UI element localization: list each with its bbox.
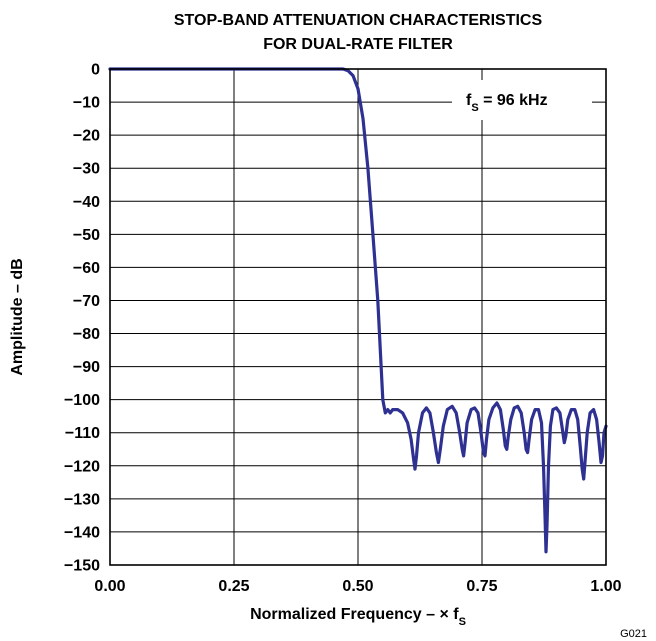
x-tick-label: 1.00 xyxy=(590,578,621,595)
svg-text:fS = 96 kHz: fS = 96 kHz xyxy=(466,92,548,114)
grid xyxy=(109,68,607,566)
y-tick-label: −120 xyxy=(64,458,100,475)
y-tick-label: −80 xyxy=(73,326,100,343)
figure-id: G021 xyxy=(620,628,647,640)
y-tick-label: 0 xyxy=(91,62,100,79)
annotation-value: = 96 kHz xyxy=(479,92,548,109)
y-tick-label: −140 xyxy=(64,524,100,541)
x-tick-labels: 0.00 0.25 0.50 0.75 1.00 xyxy=(94,578,621,595)
y-tick-label: −40 xyxy=(73,194,100,211)
y-tick-label: −60 xyxy=(73,260,100,277)
x-tick-label: 0.00 xyxy=(94,578,125,595)
y-tick-label: −50 xyxy=(73,227,100,244)
series-line xyxy=(108,67,608,554)
y-tick-labels: 0 −10 −20 −30 −40 −50 −60 −70 −80 −90 −100 −110 −120… xyxy=(64,62,100,575)
chart-subtitle: FOR DUAL-RATE FILTER xyxy=(263,36,453,53)
annotation-subscript: S xyxy=(471,102,478,114)
chart-title: STOP-BAND ATTENUATION CHARACTERISTICS xyxy=(174,12,543,29)
x-tick-label: 0.75 xyxy=(466,578,497,595)
annotation-f: f xyxy=(466,92,472,109)
y-tick-label: −100 xyxy=(64,392,100,409)
x-tick-label: 0.50 xyxy=(342,578,373,595)
y-tick-label: −130 xyxy=(64,491,100,508)
y-tick-label: −150 xyxy=(64,558,100,575)
y-tick-label: −30 xyxy=(73,161,100,178)
x-tick-label: 0.25 xyxy=(218,578,249,595)
x-axis-label-main: Normalized Frequency – × f xyxy=(250,606,459,623)
y-tick-label: −20 xyxy=(73,128,100,145)
y-tick-label: −10 xyxy=(73,95,100,112)
annotation-box: fS = 96 kHz xyxy=(452,80,592,120)
y-tick-label: −70 xyxy=(73,293,100,310)
x-axis-label: Normalized Frequency – × fS xyxy=(250,606,466,628)
plot-frame xyxy=(109,68,607,566)
y-tick-label: −110 xyxy=(65,425,100,442)
x-axis-label-subscript: S xyxy=(459,616,466,628)
y-axis-label: Amplitude – dB xyxy=(9,258,26,375)
y-tick-label: −90 xyxy=(73,359,100,376)
